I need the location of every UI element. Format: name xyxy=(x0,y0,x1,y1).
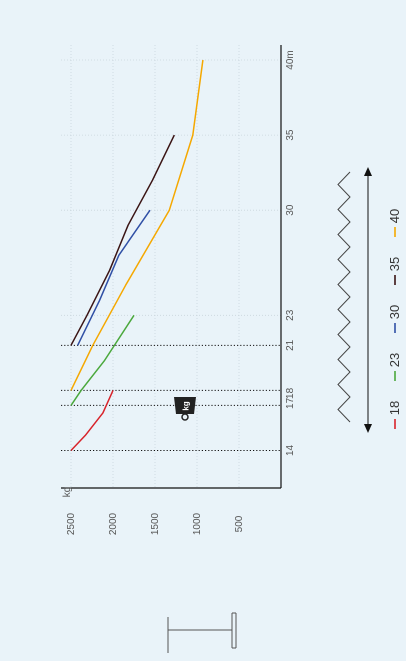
legend-label-40: 40 xyxy=(387,209,402,223)
legend-label-23: 23 xyxy=(387,353,402,367)
y-unit-label: kg xyxy=(62,487,73,498)
series-line-30 xyxy=(78,210,150,345)
series-lines xyxy=(71,60,203,451)
reference-lines xyxy=(61,345,281,450)
series-line-35 xyxy=(71,135,174,345)
weight-icon-label: kg xyxy=(182,401,191,410)
y-tick-label: 2500 xyxy=(66,512,77,535)
crane-jib-icon xyxy=(168,613,236,653)
y-tick-labels: 2500 2000 1500 1000 500 xyxy=(66,512,245,535)
x-tick-label: 21 xyxy=(285,339,296,351)
legend-arrow-bottom xyxy=(364,424,372,433)
y-tick-label: 1500 xyxy=(150,512,161,535)
y-tick-label: 500 xyxy=(234,515,245,532)
y-tick-label: 1000 xyxy=(192,512,203,535)
x-tick-label: 40m xyxy=(285,50,296,69)
boom-sections-icon xyxy=(338,172,350,422)
legend-label-30: 30 xyxy=(387,305,402,319)
x-tick-label: 35 xyxy=(285,129,296,141)
x-tick-label: 23 xyxy=(285,309,296,321)
x-tick-label: 14 xyxy=(285,444,296,456)
legend: 18 23 30 35 40 xyxy=(364,167,402,433)
x-tick-label: 18 xyxy=(285,387,296,399)
legend-label-18: 18 xyxy=(387,401,402,415)
series-line-18 xyxy=(71,390,113,450)
legend-label-35: 35 xyxy=(387,257,402,271)
x-tick-label: 30 xyxy=(285,204,296,216)
y-tick-label: 2000 xyxy=(108,512,119,535)
weight-icon: kg xyxy=(174,397,196,420)
grid xyxy=(61,45,281,488)
series-line-40 xyxy=(71,60,203,390)
legend-arrow-top xyxy=(364,167,372,176)
